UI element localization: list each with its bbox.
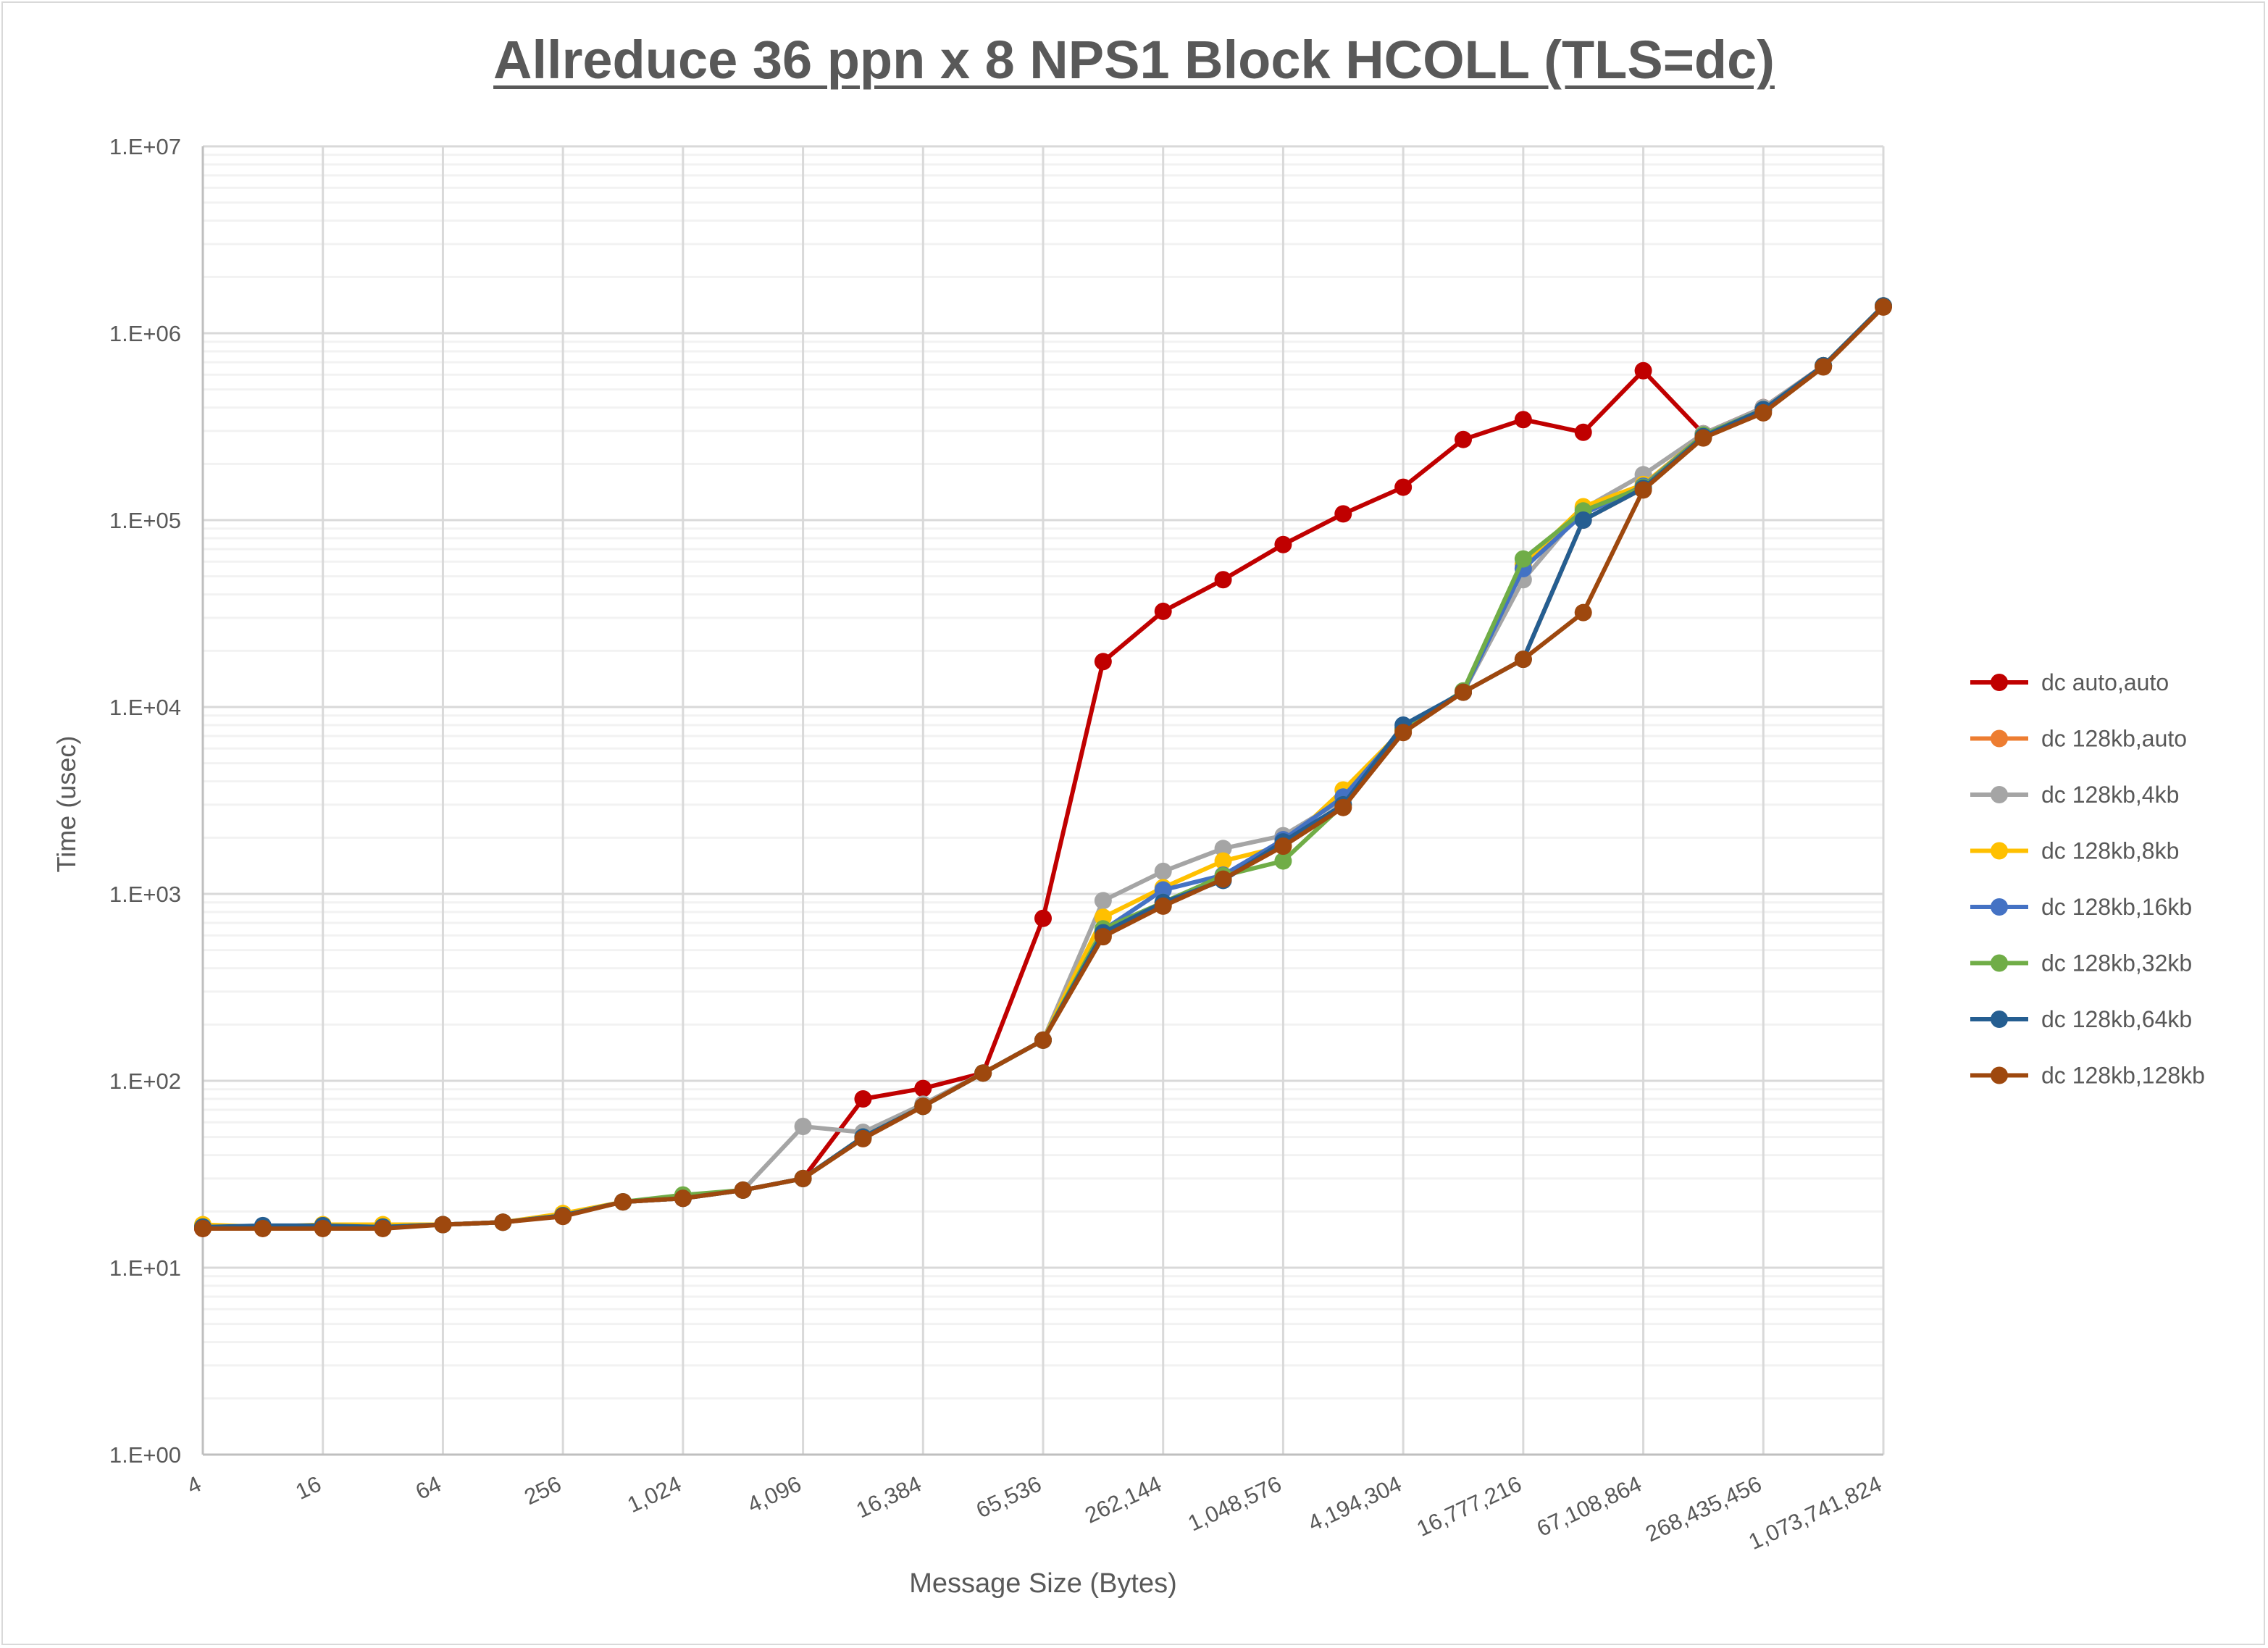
legend-label: dc 128kb,64kb <box>2041 1006 2192 1032</box>
legend-marker <box>1991 729 2008 748</box>
data-point <box>1154 862 1172 880</box>
y-tick-label: 1.E+01 <box>109 1255 181 1281</box>
data-point <box>1214 571 1232 589</box>
y-tick-label: 1.E+04 <box>109 695 181 720</box>
data-point <box>1034 1031 1052 1049</box>
data-point <box>1815 358 1833 376</box>
y-tick-label: 1.E+03 <box>109 882 181 907</box>
y-tick-label: 1.E+00 <box>109 1442 181 1468</box>
data-point <box>854 1090 872 1108</box>
data-point <box>794 1117 812 1135</box>
data-point <box>1214 852 1232 870</box>
legend-label: dc 128kb,128kb <box>2041 1063 2205 1089</box>
x-tick-label: 4 <box>183 1471 205 1499</box>
data-point <box>1514 550 1532 568</box>
legend-label: dc 128kb,auto <box>2041 726 2187 752</box>
x-tick-label: 4,194,304 <box>1304 1471 1405 1536</box>
legend-marker <box>1991 842 2008 860</box>
data-point <box>554 1208 572 1226</box>
data-point <box>1334 798 1352 816</box>
data-point <box>914 1097 932 1116</box>
data-point <box>1154 602 1172 620</box>
data-point <box>1154 897 1172 915</box>
data-point <box>974 1064 992 1082</box>
data-point <box>1455 683 1472 701</box>
x-tick-label: 262,144 <box>1081 1471 1165 1528</box>
y-tick-label: 1.E+05 <box>109 508 181 533</box>
legend-marker <box>1991 786 2008 803</box>
legend-label: dc auto,auto <box>2041 669 2169 695</box>
data-point <box>854 1129 872 1147</box>
data-point <box>194 1219 212 1237</box>
x-tick-label: 16 <box>292 1471 325 1505</box>
y-tick-label: 1.E+02 <box>109 1068 181 1094</box>
data-point <box>1094 653 1112 671</box>
data-point <box>374 1219 392 1237</box>
x-tick-label: 1,073,741,824 <box>1744 1471 1885 1555</box>
y-tick-label: 1.E+06 <box>109 321 181 346</box>
x-tick-label: 1,048,576 <box>1184 1471 1286 1536</box>
data-point <box>614 1193 632 1211</box>
x-tick-label: 256 <box>520 1471 565 1510</box>
data-point <box>914 1079 932 1097</box>
data-point <box>1214 840 1232 858</box>
data-point <box>1154 881 1172 899</box>
legend-label: dc 128kb,4kb <box>2041 782 2179 808</box>
legend-label: dc 128kb,8kb <box>2041 838 2179 864</box>
data-point <box>1514 411 1532 429</box>
x-tick-label: 1,024 <box>624 1471 685 1518</box>
y-tick-label: 1.E+07 <box>109 134 181 159</box>
legend-label: dc 128kb,32kb <box>2041 950 2192 976</box>
data-point <box>1034 909 1052 927</box>
data-point <box>1574 603 1592 622</box>
data-point <box>1094 892 1112 910</box>
data-point <box>1274 837 1292 856</box>
data-point <box>1514 651 1532 669</box>
legend-marker <box>1991 1011 2008 1028</box>
x-tick-label: 16,777,216 <box>1413 1471 1525 1542</box>
x-tick-label: 16,384 <box>853 1471 926 1523</box>
data-point <box>1394 724 1413 742</box>
data-point <box>1455 430 1472 448</box>
data-point <box>254 1219 272 1237</box>
legend-marker <box>1991 898 2008 916</box>
x-tick-label: 64 <box>411 1471 445 1505</box>
data-point <box>794 1169 812 1187</box>
data-point <box>1694 429 1712 447</box>
x-tick-label: 65,536 <box>972 1471 1045 1523</box>
legend-label: dc 128kb,16kb <box>2041 894 2192 920</box>
data-point <box>1875 298 1892 316</box>
legend-marker <box>1991 1066 2008 1084</box>
x-tick-label: 4,096 <box>743 1471 805 1518</box>
data-point <box>674 1189 692 1208</box>
data-point <box>1274 852 1292 870</box>
x-axis-label: Message Size (Bytes) <box>909 1568 1177 1599</box>
data-point <box>1274 535 1292 553</box>
data-point <box>1394 478 1413 496</box>
data-point <box>1214 870 1232 888</box>
data-point <box>1574 511 1592 529</box>
data-point <box>1334 505 1352 523</box>
data-point <box>1634 481 1652 499</box>
chart-title: Allreduce 36 ppn x 8 NPS1 Block HCOLL (T… <box>493 30 1775 90</box>
data-point <box>314 1219 332 1237</box>
data-point <box>1094 928 1112 946</box>
data-point <box>494 1213 512 1231</box>
legend-marker <box>1991 674 2008 691</box>
data-point <box>434 1216 452 1234</box>
data-point <box>1634 361 1652 380</box>
x-tick-label: 67,108,864 <box>1533 1471 1645 1542</box>
data-point <box>1754 403 1773 422</box>
data-point <box>1574 423 1592 441</box>
legend-marker <box>1991 954 2008 972</box>
data-point <box>734 1181 752 1199</box>
